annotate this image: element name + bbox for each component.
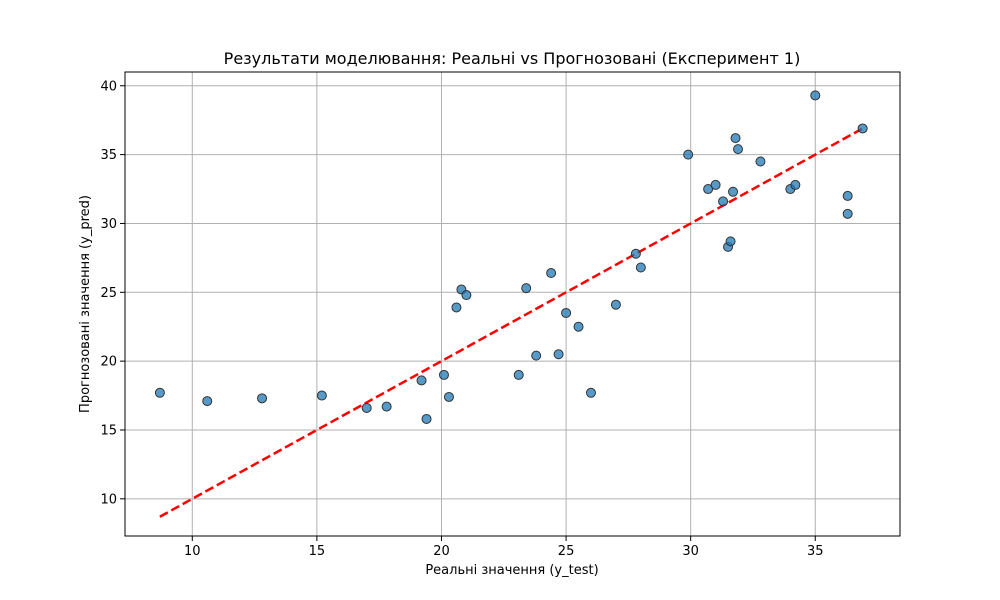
y-tick-label: 15 <box>100 423 117 438</box>
x-tick-label: 20 <box>433 544 450 559</box>
y-tick-label: 40 <box>100 79 117 94</box>
scatter-point <box>202 396 213 407</box>
scatter-point <box>154 387 165 398</box>
scatter-point <box>416 375 427 386</box>
data-points <box>154 90 868 424</box>
scatter-point <box>857 123 868 134</box>
y-tick-label: 10 <box>100 492 117 507</box>
scatter-point <box>553 349 564 360</box>
scatter-point <box>703 184 714 195</box>
chart-title: Результати моделювання: Реальні vs Прогн… <box>224 49 801 68</box>
scatter-point <box>842 190 853 201</box>
scatter-point <box>316 390 327 401</box>
y-tick-label: 25 <box>100 286 117 301</box>
scatter-point <box>718 196 729 207</box>
scatter-point <box>438 369 449 380</box>
scatter-point <box>585 387 596 398</box>
scatter-point <box>683 149 694 160</box>
axis-ticks: 10 15 20 25 30 35 10 15 20 25 30 35 40 <box>100 79 823 559</box>
x-tick-label: 10 <box>184 544 201 559</box>
y-tick-label: 35 <box>100 148 117 163</box>
scatter-point <box>561 307 572 318</box>
scatter-point <box>546 268 557 279</box>
scatter-point <box>451 302 462 313</box>
scatter-point <box>610 299 621 310</box>
scatter-point <box>630 248 641 259</box>
reference-line-group <box>159 127 864 518</box>
x-tick-label: 35 <box>807 544 824 559</box>
scatter-point <box>755 156 766 167</box>
scatter-point <box>790 179 801 190</box>
scatter-point <box>521 283 532 294</box>
y-axis-label: Прогнозовані значення (y_pred) <box>78 195 93 413</box>
x-tick-label: 25 <box>558 544 575 559</box>
scatter-point <box>573 321 584 332</box>
x-tick-label: 30 <box>682 544 699 559</box>
scatter-point <box>443 391 454 402</box>
scatter-point <box>725 236 736 247</box>
x-tick-label: 15 <box>309 544 326 559</box>
reference-line <box>159 127 864 518</box>
scatter-point <box>381 401 392 412</box>
scatter-point <box>361 402 372 413</box>
scatter-point <box>728 186 739 197</box>
scatter-point <box>810 90 821 101</box>
scatter-point <box>513 369 524 380</box>
scatter-point <box>421 413 432 424</box>
scatter-point <box>531 350 542 361</box>
plot-frame <box>124 71 901 537</box>
y-tick-label: 30 <box>100 217 117 232</box>
grid <box>125 72 900 536</box>
y-tick-label: 20 <box>100 355 117 370</box>
scatter-point <box>257 393 268 404</box>
x-axis-label: Реальні значення (y_test) <box>425 563 598 578</box>
scatter-point <box>842 208 853 219</box>
scatter-point <box>733 144 744 155</box>
scatter-point <box>461 290 472 301</box>
scatter-point <box>710 179 721 190</box>
scatter-point <box>730 133 741 144</box>
scatter-point <box>635 262 646 273</box>
